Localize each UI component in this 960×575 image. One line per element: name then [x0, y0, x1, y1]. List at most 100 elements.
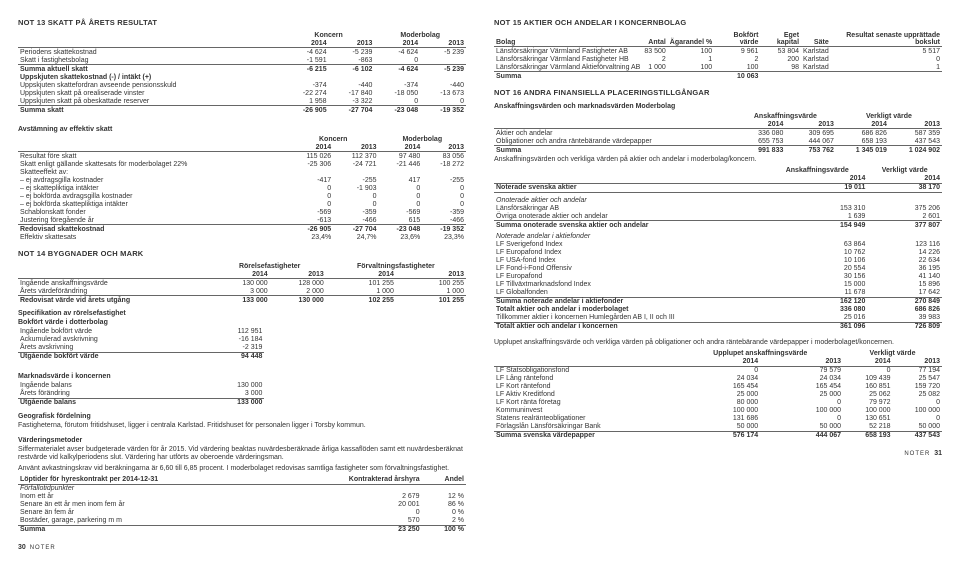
cell: 0: [422, 200, 466, 208]
year: 2014: [379, 143, 423, 152]
cell: -417: [288, 176, 333, 184]
row-label: Skatteeffekt av:: [18, 168, 288, 176]
cell: 100: [668, 63, 714, 72]
cell: 38 170: [867, 183, 942, 192]
cell: -27 704: [333, 225, 378, 234]
cell: 0: [420, 97, 466, 106]
note14-table-c: Ingående balans130 000Årets förändring3 …: [18, 382, 264, 407]
row-label: Totalt aktier och andelar i moderbolaget: [494, 306, 767, 314]
cell: 0: [374, 97, 420, 106]
table-row: LF Fond-i-Fond Offensiv20 55436 195: [494, 265, 942, 273]
cell: 3 000: [184, 390, 265, 399]
row-label: Totalt aktier och andelar i koncernen: [494, 322, 767, 331]
table-row: Obligationer och andra räntebärande värd…: [494, 137, 942, 146]
cell: -25 306: [288, 160, 333, 168]
table-row: LF Kort räntefond165 454165 454160 85115…: [494, 383, 942, 391]
cell: 375 206: [867, 204, 942, 212]
cell: 444 067: [785, 137, 836, 146]
cell: 658 193: [836, 137, 889, 146]
cell: -255: [333, 176, 378, 184]
col: Andel: [422, 476, 466, 485]
row-label: Periodens skattekostnad: [18, 48, 283, 57]
cell: -1 903: [333, 184, 378, 192]
note13b-title: Avstämning av effektiv skatt: [18, 126, 466, 133]
table-row: Länsförsäkringar AB153 310375 206: [494, 204, 942, 212]
cell: 83 500: [642, 47, 667, 56]
cell: 0: [422, 192, 466, 200]
cell: -27 704: [329, 106, 375, 115]
geo-body: Fastigheterna, förutom fritidshuset, lig…: [18, 422, 466, 431]
table-row: Länsförsäkringar Värmland Fastigheter HB…: [494, 55, 942, 63]
cell: -17 840: [329, 89, 375, 97]
cell: 0: [677, 366, 760, 375]
row-label: Justering föregående år: [18, 216, 288, 225]
cell: 36 195: [867, 265, 942, 273]
table-row: Summa991 833753 7621 345 0191 024 902: [494, 146, 942, 155]
cell: 23 250: [282, 525, 421, 534]
note15-table: Bolag Antal Ägarandel % Bokfört värde Eg…: [494, 31, 942, 80]
table-row: Ingående bokfört värde112 951: [18, 328, 264, 336]
table-row: LF Lång räntefond24 03424 034109 43925 5…: [494, 375, 942, 383]
cell: 109 439: [843, 375, 892, 383]
cell: -13 673: [420, 89, 466, 97]
cell: 39 983: [867, 314, 942, 323]
row-label: Ingående anskaffningsvärde: [18, 279, 214, 288]
cell: 100: [714, 63, 760, 72]
row-label: Övriga onoterade aktier och andelar: [494, 212, 767, 221]
table-row: LF Tillväxtmarknadsfond Index15 00015 89…: [494, 281, 942, 289]
year: 2014: [767, 175, 867, 184]
table-row: Tillkommer aktier i koncernen Humlegårde…: [494, 314, 942, 323]
table-row: Summa aktuell skatt-6 215-6 102-4 624-5 …: [18, 65, 466, 74]
cell: 753 762: [785, 146, 836, 155]
row-label: Summa skatt: [18, 106, 283, 115]
cell: 123 116: [867, 241, 942, 249]
table-row: – ej avdragsgilla kostnader-417-255417-2…: [18, 176, 466, 184]
cell: -5 239: [420, 65, 466, 74]
table-row: Länsförsäkringar Värmland Aktieförvaltni…: [494, 63, 942, 72]
row-label: Uppskjuten skatt på orealiserade vinster: [18, 89, 283, 97]
table-row: – ej bokförda avdragsgilla kostnader0000: [18, 192, 466, 200]
col: Ägarandel %: [668, 31, 714, 47]
year: 2013: [760, 358, 843, 367]
cell: Karlstad: [801, 55, 831, 63]
year: 2014: [677, 358, 760, 367]
row-label: Ackumulerad avskrivning: [18, 336, 201, 344]
cell: Länsförsäkringar Värmland Fastigheter HB: [494, 55, 642, 63]
cell: 25 000: [677, 391, 760, 399]
cell: -374: [374, 81, 420, 89]
cell: 101 255: [326, 279, 396, 288]
row-label: Noterade svenska aktier: [494, 183, 767, 192]
table-row: – ej skattepliktiga intäkter0-1 90300: [18, 184, 466, 192]
cell: Karlstad: [801, 47, 831, 56]
cell: 10 106: [767, 257, 867, 265]
year: 2014: [326, 270, 396, 279]
page-footer: 30 NOTER: [18, 544, 466, 551]
row-label: Skatt i fastighetsbolag: [18, 56, 283, 65]
cell: 63 864: [767, 241, 867, 249]
row-label: LF Kort räntefond: [494, 383, 677, 391]
col-group: Moderbolag: [374, 31, 466, 39]
note13-title: NOT 13 SKATT PÅ ÅRETS RESULTAT: [18, 18, 466, 27]
cell: 0: [893, 399, 943, 407]
note13-table-b: Koncern Moderbolag 2014 2013 2014 2013 R…: [18, 135, 466, 241]
row-label: LF USA-fond Index: [494, 257, 767, 265]
cell: [668, 72, 714, 81]
cell: 1: [831, 63, 942, 72]
note16-table-b: Anskaffningsvärde Verkligt värde 2014 20…: [494, 167, 942, 331]
cell: 0: [760, 399, 843, 407]
table-row: Årets förändring3 000: [18, 390, 264, 399]
cell: -18 272: [422, 160, 466, 168]
table-row: LF Sverigefond Index63 864123 116: [494, 241, 942, 249]
table-row: Redovisat värde vid årets utgång133 0001…: [18, 296, 466, 305]
cell: -613: [288, 216, 333, 225]
cell: 24,7%: [333, 233, 378, 241]
cell: 128 000: [270, 279, 326, 288]
cell: -1 591: [283, 56, 329, 65]
cell: 102 255: [326, 296, 396, 305]
cell: 79 579: [760, 366, 843, 375]
table-row: LF Kort ränta företag80 000079 9720: [494, 399, 942, 407]
table-row: Inom ett år2 67912 %: [18, 493, 466, 501]
col-group: Upplupet anskaffningsvärde: [677, 350, 843, 358]
cell: [831, 72, 942, 81]
cell: 112 951: [201, 328, 265, 336]
